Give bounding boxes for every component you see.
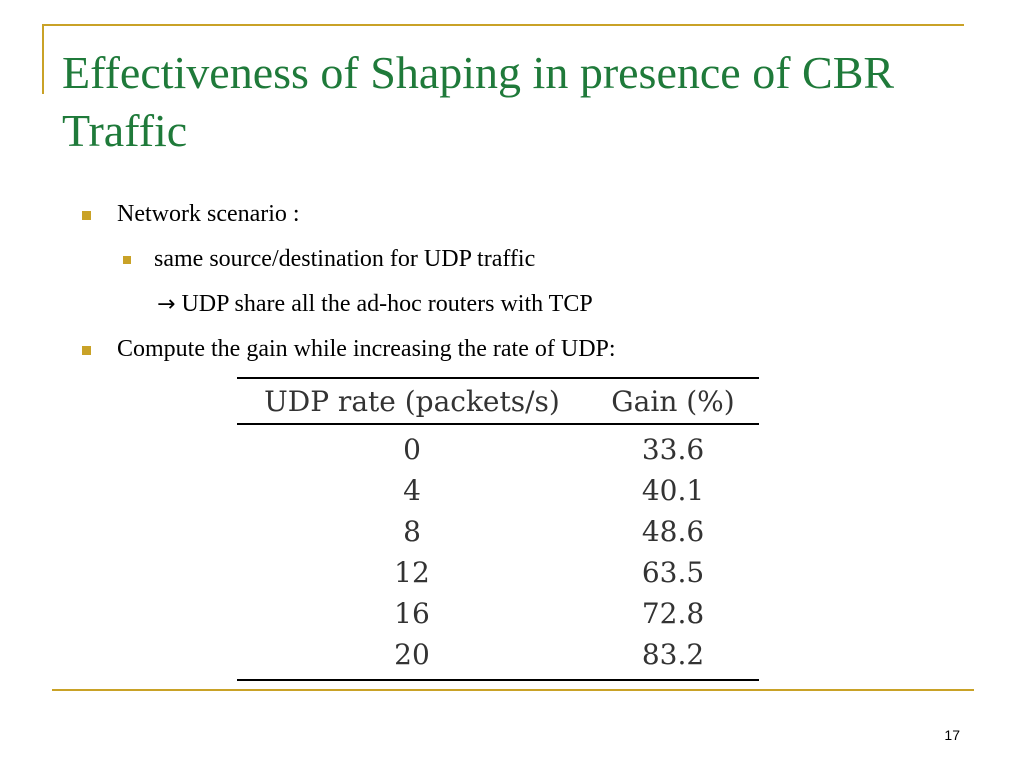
slide-title: Effectiveness of Shaping in presence of … bbox=[62, 47, 895, 156]
table-row: 4 40.1 bbox=[237, 470, 759, 511]
udp-rate-cell: 4 bbox=[403, 474, 421, 507]
udp-rate-cell: 0 bbox=[403, 433, 421, 466]
bottom-frame-line bbox=[52, 689, 974, 691]
arrow-line: → UDP share all the ad-hoc routers with T… bbox=[157, 290, 593, 319]
gain-cell: 83.2 bbox=[587, 634, 759, 681]
udp-rate-cell: 8 bbox=[403, 515, 421, 548]
bullet-same-source: same source/destination for UDP traffic bbox=[154, 246, 536, 272]
arrow-line-text: UDP share all the ad-hoc routers with TC… bbox=[181, 291, 593, 317]
bullet-square-icon bbox=[82, 346, 91, 355]
sub-bullet-square-icon bbox=[123, 256, 131, 264]
table-row: 16 72.8 bbox=[237, 593, 759, 634]
table-header-row: UDP rate (packets/s) Gain (%) bbox=[237, 377, 759, 425]
header-gain: Gain (%) bbox=[587, 377, 759, 425]
udp-rate-cell: 12 bbox=[394, 556, 430, 589]
bullet-compute-gain: Compute the gain while increasing the ra… bbox=[117, 336, 616, 362]
bullet-square-icon bbox=[82, 211, 91, 220]
right-arrow-icon: → bbox=[157, 292, 176, 317]
top-frame-line bbox=[42, 24, 964, 26]
gain-cell: 72.8 bbox=[641, 597, 705, 630]
gain-cell: 33.6 bbox=[641, 433, 705, 466]
gain-cell: 40.1 bbox=[641, 474, 705, 507]
udp-rate-cell: 16 bbox=[394, 597, 430, 630]
table-row: 20 83.2 bbox=[237, 634, 759, 681]
gain-cell: 63.5 bbox=[641, 556, 705, 589]
header-udp-rate: UDP rate (packets/s) bbox=[237, 377, 587, 425]
table-row: 0 33.6 bbox=[237, 424, 759, 470]
page-number: 17 bbox=[944, 727, 960, 743]
table-row: 8 48.6 bbox=[237, 511, 759, 552]
gain-cell: 48.6 bbox=[641, 515, 705, 548]
gain-table-wrapper: UDP rate (packets/s) Gain (%) 0 33.6 4 4… bbox=[237, 377, 759, 681]
table-row: 12 63.5 bbox=[237, 552, 759, 593]
left-frame-line bbox=[42, 24, 44, 94]
udp-rate-cell: 20 bbox=[237, 634, 587, 681]
gain-table: UDP rate (packets/s) Gain (%) 0 33.6 4 4… bbox=[237, 377, 759, 681]
bullet-network-scenario: Network scenario : bbox=[117, 201, 300, 227]
